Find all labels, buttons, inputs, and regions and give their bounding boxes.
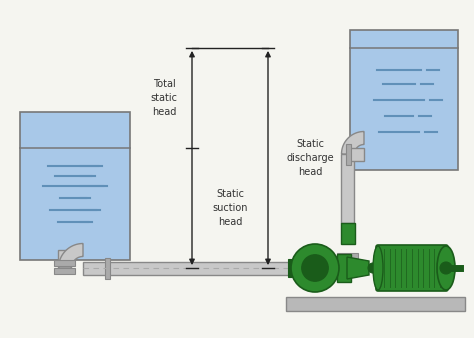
Bar	[337, 253, 358, 259]
Bar	[55, 260, 75, 266]
Bar	[337, 254, 351, 282]
Bar	[341, 154, 355, 223]
Bar	[83, 262, 290, 274]
FancyBboxPatch shape	[376, 245, 448, 291]
Ellipse shape	[373, 246, 383, 290]
Bar	[350, 147, 364, 161]
Bar	[337, 261, 358, 267]
Bar	[58, 250, 72, 260]
Text: Static
suction
head: Static suction head	[212, 189, 248, 227]
Text: Static
discharge
head: Static discharge head	[286, 139, 334, 177]
Bar	[105, 258, 110, 279]
Bar	[55, 268, 75, 274]
Circle shape	[440, 262, 452, 274]
Bar	[341, 223, 355, 244]
Polygon shape	[58, 243, 83, 268]
Circle shape	[291, 244, 339, 292]
Bar	[350, 30, 458, 170]
Bar	[346, 144, 351, 165]
Circle shape	[302, 255, 328, 281]
Polygon shape	[341, 131, 364, 154]
Polygon shape	[347, 257, 369, 279]
Circle shape	[368, 263, 378, 273]
Ellipse shape	[437, 246, 455, 290]
Bar	[290, 262, 291, 274]
Text: Total
static
head: Total static head	[151, 79, 177, 117]
Bar	[286, 297, 465, 311]
Bar	[20, 112, 130, 260]
Bar	[288, 259, 292, 277]
